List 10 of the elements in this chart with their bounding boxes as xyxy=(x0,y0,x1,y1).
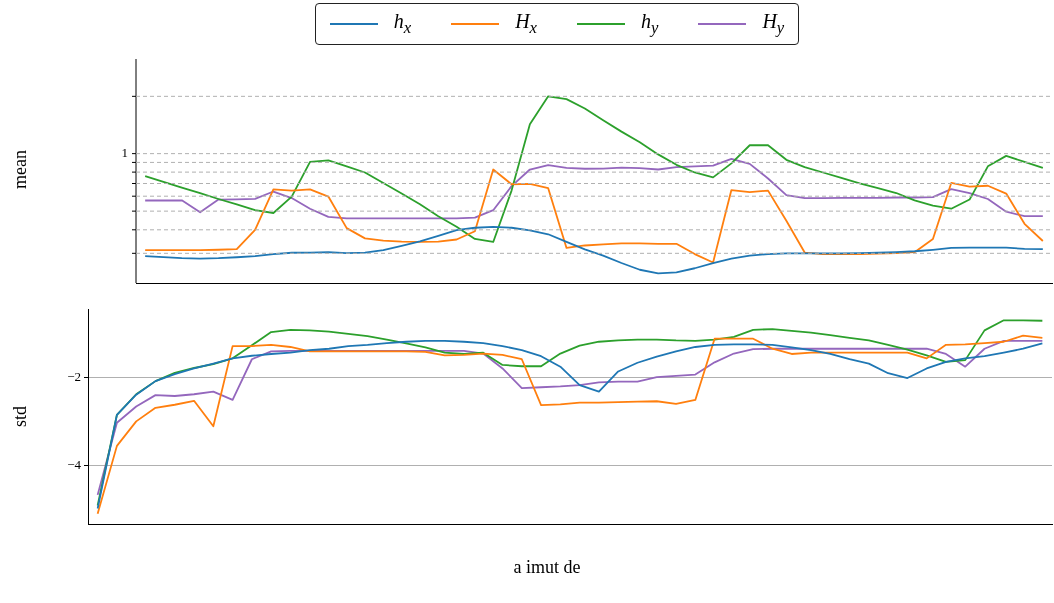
legend-label: H$_{y}$ xyxy=(762,10,785,38)
y-tick-label: −4 xyxy=(67,456,82,472)
y-axis-title: std xyxy=(9,406,31,428)
y-tick-label: −2 xyxy=(67,369,81,385)
legend-label: h$_{y}$ xyxy=(641,10,659,38)
legend-label: H$_{x}$ xyxy=(515,10,537,38)
x-axis-title: a imut de xyxy=(512,557,582,578)
legend-label: h$_{x}$ xyxy=(393,10,412,38)
y-axis-title: mean xyxy=(9,149,31,189)
ref-line-label: 1 xyxy=(121,145,128,161)
